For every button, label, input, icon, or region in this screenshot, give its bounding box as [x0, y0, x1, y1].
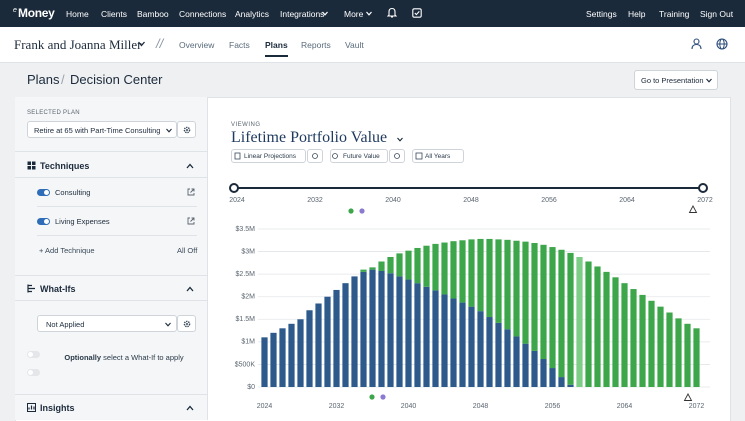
what-if-value: Not Applied	[46, 320, 85, 329]
external-link[interactable]	[187, 217, 195, 225]
what-if-select[interactable]: Not Applied	[37, 315, 177, 332]
tab[interactable]: Plans	[265, 40, 288, 57]
filter-label: Linear Projections	[244, 153, 297, 160]
nav-item[interactable]: More	[344, 9, 364, 19]
divider	[15, 275, 207, 276]
breadcrumb[interactable]: Plans	[27, 72, 60, 87]
divider	[15, 394, 207, 395]
caret	[706, 78, 712, 83]
view-title[interactable]: Lifetime Portfolio Value	[231, 129, 388, 146]
separator: //	[156, 36, 164, 51]
user-icon[interactable]	[691, 38, 702, 50]
gear-icon	[183, 320, 191, 328]
section-title[interactable]: Techniques	[40, 161, 90, 171]
section-title[interactable]: What-Ifs	[40, 284, 76, 294]
gear-icon	[183, 126, 191, 134]
collapse-icon[interactable]	[186, 405, 194, 411]
hint-text: select a What-If to apply	[103, 353, 184, 362]
sidebar: SELECTED PLAN Retire at 65 with Part-Tim…	[15, 97, 208, 420]
insights-icon	[27, 403, 36, 412]
label: SELECTED PLAN	[27, 110, 80, 116]
nav-item[interactable]: Integrations	[280, 9, 325, 19]
add-technique[interactable]: + Add Technique	[39, 246, 95, 255]
logo-prefix: e	[13, 7, 17, 14]
logo[interactable]: Money	[18, 6, 55, 20]
caret	[166, 128, 172, 133]
caret	[165, 322, 171, 327]
client-bar: Frank and Joanna Miller // Overview Fact…	[0, 27, 745, 63]
settings-button[interactable]	[177, 121, 196, 138]
hint-strong: Optionally	[64, 353, 102, 362]
toggle[interactable]	[27, 351, 40, 358]
filter-settings[interactable]	[389, 149, 405, 163]
breadcrumb-separator: /	[61, 72, 65, 87]
nav-item[interactable]: Bamboo	[137, 9, 169, 19]
external-link[interactable]	[187, 188, 195, 196]
what-if-hint: Optionally select a What-If to apply	[59, 352, 189, 363]
toggle[interactable]	[37, 218, 50, 225]
filter[interactable]: Linear Projections	[231, 149, 306, 163]
filter[interactable]: All Years	[412, 149, 464, 163]
tab[interactable]: Vault	[345, 40, 364, 50]
technique: Consulting	[55, 188, 91, 197]
divider	[37, 206, 197, 207]
technique: Living Expenses	[55, 217, 110, 226]
button-label: Go to Presentation	[641, 76, 704, 85]
filter-label: All Years	[425, 153, 451, 160]
techniques-icon	[27, 161, 36, 170]
settings-button[interactable]	[177, 315, 196, 332]
divider	[15, 151, 207, 152]
globe-icon[interactable]	[716, 38, 728, 50]
caret	[138, 41, 145, 47]
plan-select[interactable]: Retire at 65 with Part-Time Consulting	[27, 121, 177, 138]
nav-item[interactable]: Home	[66, 9, 89, 19]
collapse-icon[interactable]	[186, 286, 194, 292]
caret	[322, 11, 328, 16]
nav-item[interactable]: Settings	[586, 9, 617, 19]
tasks-icon[interactable]	[412, 8, 422, 18]
filter-settings[interactable]	[307, 149, 323, 163]
filter-label: Future Value	[343, 153, 380, 160]
divider	[15, 300, 207, 301]
what-if-icon	[27, 284, 35, 293]
collapse-icon[interactable]	[186, 163, 194, 169]
nav-item[interactable]: Clients	[101, 9, 127, 19]
nav-item[interactable]: Analytics	[235, 9, 270, 19]
nav-item[interactable]: Sign Out	[700, 9, 734, 19]
bell-icon[interactable]	[387, 7, 397, 19]
caret	[366, 11, 372, 16]
tab[interactable]: Facts	[229, 40, 250, 50]
tab[interactable]: Overview	[179, 40, 215, 50]
filter[interactable]: Future Value	[330, 149, 388, 163]
nav-item[interactable]: Connections	[179, 9, 227, 19]
viewing-label: VIEWING	[231, 122, 261, 128]
top-nav: e Money Home Clients Bamboo Connections …	[0, 0, 745, 27]
divider	[15, 177, 207, 178]
breadcrumb: Decision Center	[70, 72, 163, 87]
presentation-button[interactable]: Go to Presentation	[634, 70, 718, 90]
client-name[interactable]: Frank and Joanna Miller	[14, 37, 142, 52]
nav-item[interactable]: Help	[628, 9, 646, 19]
all-off[interactable]: All Off	[177, 246, 198, 255]
nav-item[interactable]: Training	[659, 9, 690, 19]
section-title[interactable]: Insights	[40, 403, 75, 413]
plan-name: Retire at 65 with Part-Time Consulting	[34, 126, 161, 135]
toggle[interactable]	[27, 369, 40, 376]
caret	[397, 137, 403, 142]
toggle[interactable]	[37, 189, 50, 196]
tab[interactable]: Reports	[301, 40, 331, 50]
divider	[37, 235, 197, 236]
